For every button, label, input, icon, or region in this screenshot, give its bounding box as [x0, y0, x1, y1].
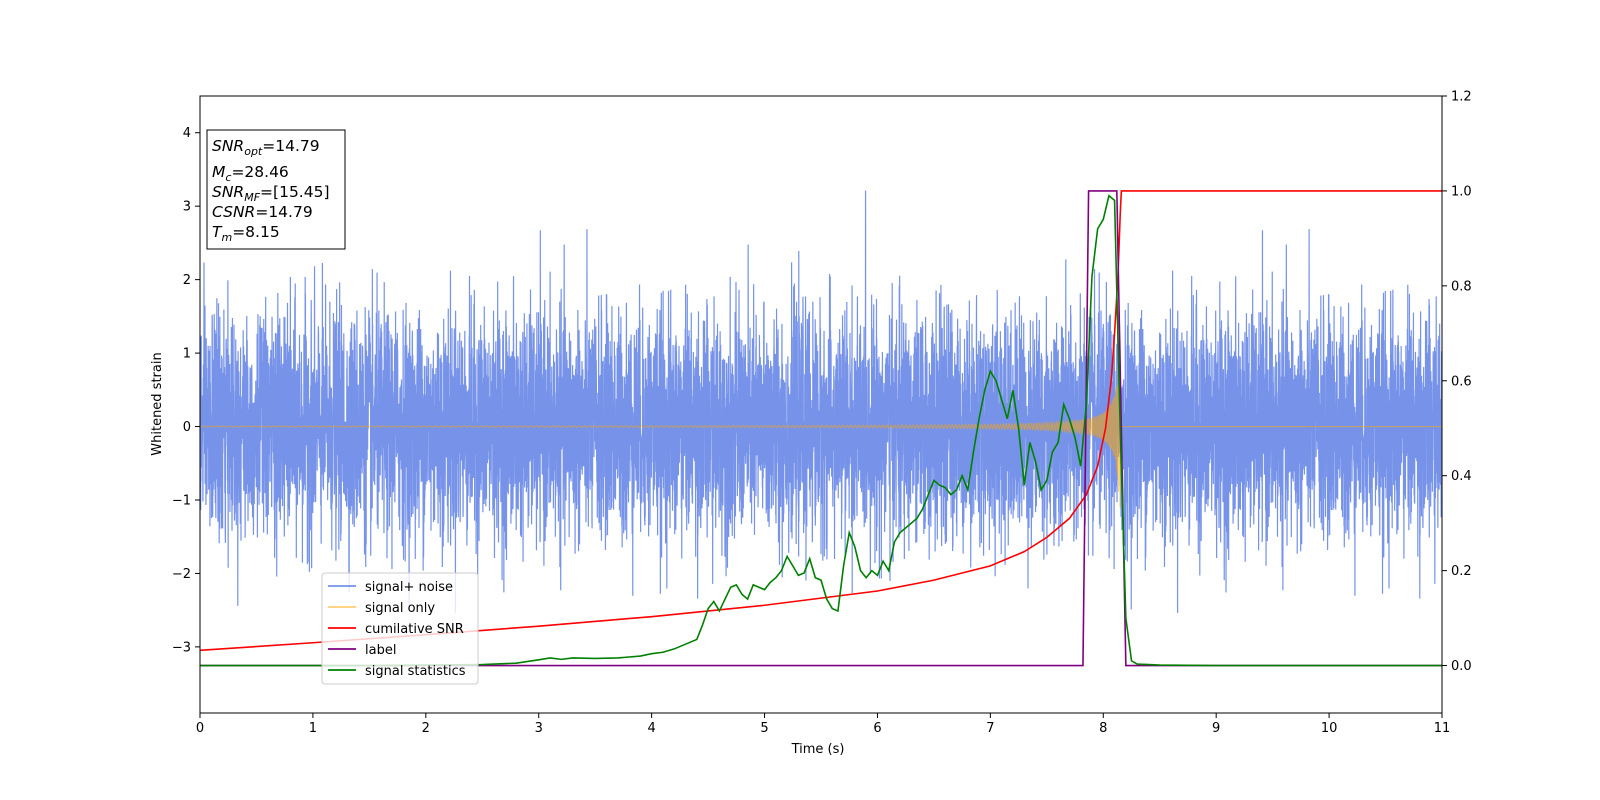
series-signal-noise [200, 190, 1442, 613]
y-axis-label: Whitened strain [150, 352, 165, 455]
y-right-tick-label: 0.2 [1451, 564, 1472, 579]
x-tick-label: 7 [986, 721, 994, 736]
legend-entry: cumilative SNR [328, 622, 464, 637]
y-left-tick-label: 2 [183, 273, 191, 288]
x-tick-label: 6 [873, 721, 881, 736]
series-signal-only [200, 339, 1442, 508]
info-line: SNRMF=[15.45] [212, 183, 330, 204]
legend-entry: signal statistics [328, 664, 466, 679]
y-right-tick-label: 1.0 [1451, 184, 1472, 199]
info-line: Tm=8.15 [212, 223, 280, 244]
info-box: SNRopt=14.79 Mc=28.46SNRMF=[15.45]CSNR=14… [206, 129, 346, 250]
x-axis-label: Time (s) [791, 742, 845, 757]
y-axis-left: −3 −2 −1 0 1 2 3 4 [172, 126, 200, 655]
y-right-tick-label: 0.8 [1451, 279, 1472, 294]
y-left-tick-label: −1 [172, 493, 191, 508]
x-tick-label: 5 [760, 721, 768, 736]
y-left-tick-label: 3 [183, 200, 191, 215]
x-tick-label: 3 [535, 721, 543, 736]
line-series-layer [200, 190, 1442, 667]
x-tick-label: 10 [1321, 721, 1338, 736]
y-left-tick-label: −3 [172, 640, 191, 655]
x-tick-label: 8 [1099, 721, 1107, 736]
y-left-tick-label: −2 [172, 567, 191, 582]
legend-entry: label [328, 643, 396, 658]
legend-label: signal+ noise [365, 580, 453, 595]
y-right-tick-label: 0.6 [1451, 374, 1472, 389]
plot-area [200, 190, 1442, 667]
noise-series-layer [200, 190, 1442, 613]
info-line: Mc=28.46 [212, 163, 289, 184]
x-tick-label: 9 [1212, 721, 1220, 736]
x-tick-label: 1 [309, 721, 317, 736]
x-tick-label: 11 [1434, 721, 1451, 736]
info-line: SNRopt=14.79 [212, 137, 320, 158]
x-axis: 0 1 2 3 4 5 6 7 8 9 10 11 [196, 713, 1450, 736]
legend-label: signal only [365, 601, 435, 616]
x-tick-label: 0 [196, 721, 204, 736]
y-right-tick-label: 1.2 [1451, 90, 1472, 105]
x-tick-label: 4 [647, 721, 655, 736]
legend-label: cumilative SNR [365, 622, 464, 637]
series-signal-statistics [200, 194, 1442, 667]
legend-label: label [365, 643, 396, 658]
legend-entry: signal+ noise [328, 580, 453, 595]
y-right-tick-label: 0.0 [1451, 659, 1472, 674]
info-box-frame [206, 129, 346, 250]
y-right-tick-label: 0.4 [1451, 469, 1472, 484]
legend-entry: signal only [328, 601, 435, 616]
legend-label: signal statistics [365, 664, 466, 679]
legend: signal+ noise signal only cumilative SNR la… [321, 572, 479, 685]
y-left-tick-label: 1 [183, 347, 191, 362]
y-left-tick-label: 4 [183, 126, 191, 141]
y-left-tick-label: 0 [183, 420, 191, 435]
y-axis-right: 0.0 0.2 0.4 0.6 0.8 1.0 1.2 [1442, 90, 1472, 674]
info-line: CSNR=14.79 [212, 203, 313, 221]
x-tick-label: 2 [422, 721, 430, 736]
legend-frame [321, 572, 479, 685]
plot-frame [199, 95, 1443, 714]
